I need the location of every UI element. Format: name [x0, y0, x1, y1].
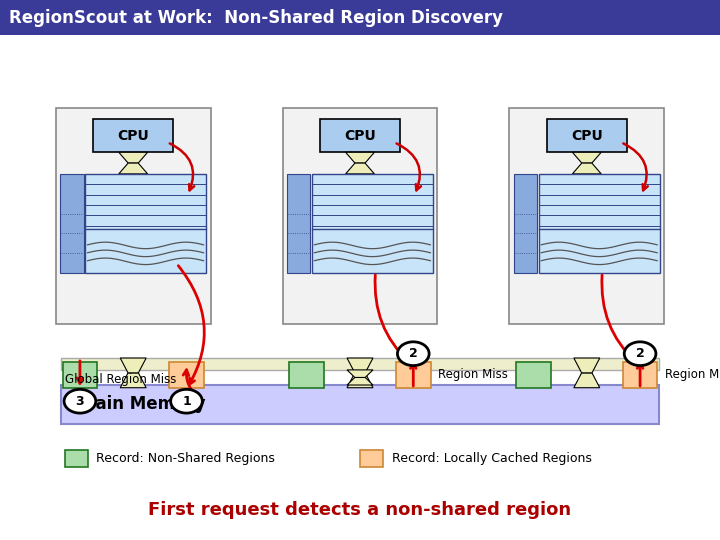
Polygon shape	[574, 358, 600, 373]
Polygon shape	[347, 377, 373, 385]
Text: First request detects a non-shared region: First request detects a non-shared regio…	[148, 501, 572, 519]
Text: Record: Non-Shared Regions: Record: Non-Shared Regions	[96, 452, 275, 465]
Polygon shape	[346, 152, 374, 163]
Bar	[312, 174, 433, 273]
Text: RegionScout at Work:  Non-Shared Region Discovery: RegionScout at Work: Non-Shared Region D…	[9, 9, 503, 27]
Polygon shape	[119, 152, 148, 163]
Text: 1: 1	[182, 395, 191, 408]
FancyBboxPatch shape	[61, 385, 659, 424]
Polygon shape	[574, 373, 600, 388]
Polygon shape	[572, 152, 601, 163]
Polygon shape	[120, 373, 146, 388]
Circle shape	[397, 342, 429, 366]
Text: CPU: CPU	[117, 129, 149, 143]
Circle shape	[624, 342, 656, 366]
Text: Region Miss: Region Miss	[438, 368, 508, 381]
Circle shape	[64, 389, 96, 413]
Bar	[289, 362, 324, 388]
Text: Region Miss: Region Miss	[665, 368, 720, 381]
Bar	[287, 174, 310, 273]
Bar	[65, 450, 88, 467]
Text: 2: 2	[409, 347, 418, 360]
Polygon shape	[119, 163, 148, 174]
Text: CPU: CPU	[344, 129, 376, 143]
Circle shape	[171, 389, 202, 413]
Bar	[63, 362, 97, 388]
Text: 3: 3	[76, 395, 84, 408]
Polygon shape	[572, 163, 601, 174]
Text: Record: Locally Cached Regions: Record: Locally Cached Regions	[392, 452, 592, 465]
Bar	[396, 362, 431, 388]
Bar	[516, 362, 551, 388]
FancyBboxPatch shape	[93, 119, 174, 152]
Text: Main Memory: Main Memory	[79, 395, 206, 414]
Bar	[85, 174, 206, 273]
Text: Global Region Miss: Global Region Miss	[65, 373, 176, 386]
Polygon shape	[120, 358, 146, 373]
Text: CPU: CPU	[571, 129, 603, 143]
Bar	[169, 362, 204, 388]
Bar	[623, 362, 657, 388]
Bar	[360, 450, 383, 467]
Polygon shape	[347, 370, 373, 377]
Polygon shape	[347, 358, 373, 373]
FancyBboxPatch shape	[56, 108, 210, 324]
Bar	[514, 174, 537, 273]
FancyBboxPatch shape	[546, 119, 627, 152]
Bar	[60, 174, 84, 273]
FancyBboxPatch shape	[320, 119, 400, 152]
Text: 2: 2	[636, 347, 644, 360]
Bar	[0, 0, 720, 35]
Polygon shape	[346, 163, 374, 174]
FancyBboxPatch shape	[283, 108, 438, 324]
Polygon shape	[347, 373, 373, 388]
Bar	[539, 174, 660, 273]
Bar	[61, 358, 659, 370]
FancyBboxPatch shape	[509, 108, 664, 324]
